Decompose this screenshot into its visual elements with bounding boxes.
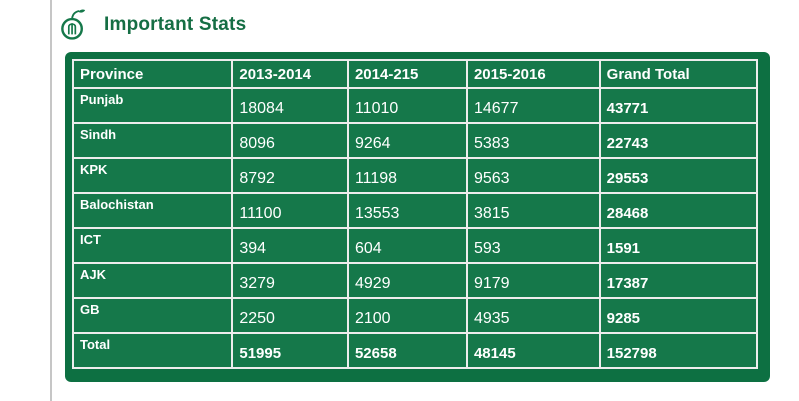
value-cell: 604 [346, 227, 468, 264]
province-cell: AJK [71, 262, 234, 299]
table-row-balochistan: Balochistan 11100 13553 3815 28468 [71, 192, 759, 229]
province-cell: ICT [71, 227, 234, 264]
page-title: Important Stats [104, 14, 247, 35]
province-cell: KPK [71, 157, 234, 194]
grand-total-cell: 17387 [598, 262, 759, 299]
value-cell: 48145 [465, 332, 601, 369]
table-row-punjab: Punjab 18084 11010 14677 43771 [71, 87, 759, 124]
value-cell: 593 [465, 227, 601, 264]
grand-total-cell: 29553 [598, 157, 759, 194]
province-cell: Sindh [71, 122, 234, 159]
value-cell: 9563 [465, 157, 601, 194]
column-header-4: Grand Total [598, 59, 759, 89]
province-cell: Balochistan [71, 192, 234, 229]
value-cell: 2100 [346, 297, 468, 334]
value-cell: 2250 [231, 297, 349, 334]
province-cell: GB [71, 297, 234, 334]
org-logo-icon [59, 9, 87, 41]
grand-total-cell: 43771 [598, 87, 759, 124]
province-cell: Punjab [71, 87, 234, 124]
grand-total-cell: 1591 [598, 227, 759, 264]
value-cell: 5383 [465, 122, 601, 159]
table-row-ajk: AJK 3279 4929 9179 17387 [71, 262, 759, 299]
stats-table: Province 2013-2014 2014-215 2015-2016 Grand … [71, 59, 759, 369]
value-cell: 51995 [231, 332, 349, 369]
table-row-ict: ICT 394 604 593 1591 [71, 227, 759, 264]
grand-total-cell: 9285 [598, 297, 759, 334]
grand-total-cell: 22743 [598, 122, 759, 159]
stats-table-header-row: Province 2013-2014 2014-215 2015-2016 Grand … [71, 59, 759, 89]
value-cell: 8792 [231, 157, 349, 194]
value-cell: 52658 [346, 332, 468, 369]
table-row-total: Total 51995 52658 48145 152798 [71, 332, 759, 369]
column-header-0: Province [71, 59, 234, 89]
column-header-3: 2015-2016 [465, 59, 601, 89]
table-row-gb: GB 2250 2100 4935 9285 [71, 297, 759, 334]
stats-panel: Province 2013-2014 2014-215 2015-2016 Grand … [65, 52, 770, 382]
value-cell: 11198 [346, 157, 468, 194]
table-row-kpk: KPK 8792 11198 9563 29553 [71, 157, 759, 194]
value-cell: 9179 [465, 262, 601, 299]
grand-total-cell: 152798 [598, 332, 759, 369]
value-cell: 11010 [346, 87, 468, 124]
value-cell: 13553 [346, 192, 468, 229]
column-header-1: 2013-2014 [231, 59, 349, 89]
value-cell: 3279 [231, 262, 349, 299]
value-cell: 9264 [346, 122, 468, 159]
column-header-2: 2014-215 [346, 59, 468, 89]
content-area: Important Stats Province 2013-2014 2014-21… [52, 0, 799, 382]
value-cell: 4935 [465, 297, 601, 334]
stats-table-body: Punjab 18084 11010 14677 43771 Sindh 8096 9264 5… [71, 87, 759, 369]
value-cell: 4929 [346, 262, 468, 299]
value-cell: 8096 [231, 122, 349, 159]
value-cell: 394 [231, 227, 349, 264]
value-cell: 11100 [231, 192, 349, 229]
value-cell: 18084 [231, 87, 349, 124]
value-cell: 14677 [465, 87, 601, 124]
table-row-sindh: Sindh 8096 9264 5383 22743 [71, 122, 759, 159]
page-header: Important Stats [59, 9, 799, 41]
province-cell: Total [71, 332, 234, 369]
grand-total-cell: 28468 [598, 192, 759, 229]
page-left-divider [50, 0, 52, 401]
value-cell: 3815 [465, 192, 601, 229]
